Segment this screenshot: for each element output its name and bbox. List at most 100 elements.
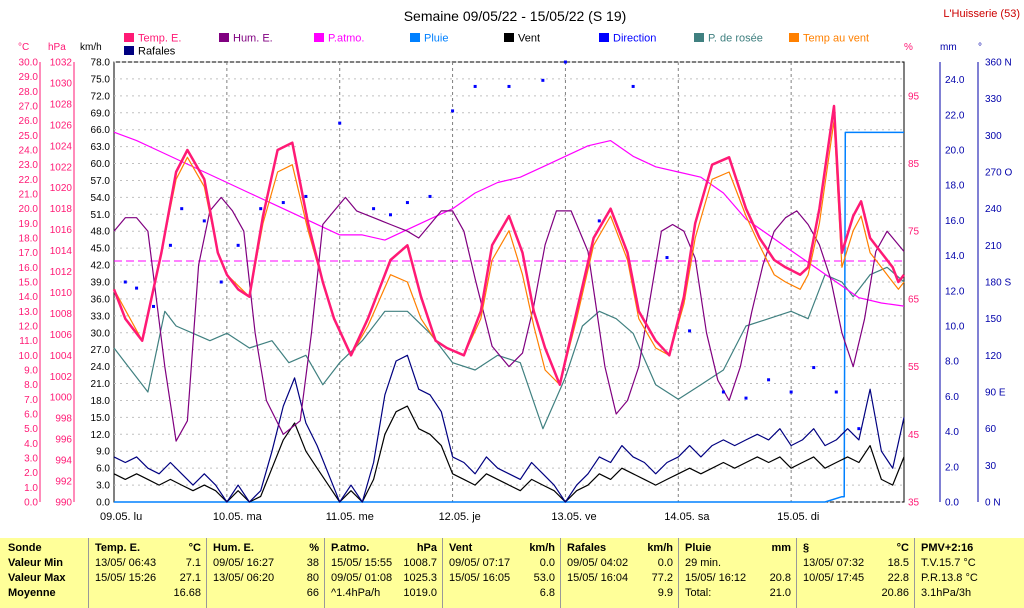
x-tick-label: 13.05. ve [551, 511, 596, 523]
temp-tick-label: 14.0 [19, 292, 39, 303]
temp-unit: °C [188, 542, 201, 554]
row-label-min: Valeur Min [8, 557, 64, 569]
press-min-time: 15/05/ 15:55 [331, 557, 393, 569]
wind-tick-label: 60.0 [91, 159, 111, 170]
dir-axis-unit: ° [978, 42, 982, 53]
direction-point [597, 219, 601, 223]
direction-point [152, 304, 155, 308]
press-min-value: 1008.7 [403, 557, 437, 569]
legend-label-direction: Direction [613, 33, 656, 45]
section-header: § [803, 542, 810, 554]
hum-unit: % [309, 542, 319, 554]
row-label-max: Valeur Max [8, 572, 66, 584]
temp-axis-unit: °C [18, 42, 29, 53]
direction-point [857, 427, 861, 431]
wind-header: Vent [449, 542, 473, 554]
hum-axis-unit: % [904, 42, 913, 53]
temp-tick-label: 1.0 [24, 483, 38, 494]
hum-max-value: 80 [306, 572, 319, 584]
direction-point [473, 84, 477, 88]
temp-tick-label: 24.0 [19, 146, 39, 157]
wind-tick-label: 3.0 [96, 481, 110, 492]
hum-panel: Hum. E.% 09/05/ 16:27 38 13/05/ 06:20 80 6… [206, 538, 325, 608]
wind-tick-label: 63.0 [91, 142, 111, 153]
hum-tick-label: 65 [908, 294, 920, 305]
wind-min-value: 0.0 [539, 557, 555, 569]
temp-panel: Temp. E. °C 13/05/ 06:43 7.1 15/05/ 15:26 2… [88, 538, 207, 608]
wind-tick-label: 33.0 [91, 311, 111, 322]
gust-max-value: 77.2 [651, 572, 673, 584]
wind-unit: km/h [529, 542, 555, 554]
rain-duration: 29 min. [685, 557, 722, 569]
dir-tick-label: 180 S [985, 278, 1011, 289]
section-panel: § °C 13/05/ 07:32 18.5 10/05/ 17:45 22.8 20… [796, 538, 915, 608]
press-tick-label: 1018 [50, 204, 73, 215]
rain-tick-label: 18.0 [945, 181, 965, 192]
temp-tick-label: 20.0 [19, 204, 39, 215]
legend-swatch-rafales [124, 46, 134, 55]
hum-tick-label: 75 [908, 227, 920, 238]
direction-point [767, 378, 771, 382]
temp-max-time: 15/05/ 15:26 [95, 572, 157, 584]
press-max-value: 1025.3 [403, 572, 437, 584]
temp-tick-label: 9.0 [24, 366, 38, 377]
legend-label-pluie: Pluie [424, 33, 448, 45]
pmv-panel: PMV+2:16 T.V.15.7 °C P.R.13.8 °C 3.1hPa/… [914, 538, 1024, 608]
press-tick-label: 992 [55, 477, 72, 488]
direction-point [507, 84, 511, 88]
section-min-value: 18.5 [887, 557, 909, 569]
wind-tick-label: 75.0 [91, 74, 111, 85]
series-hum-e [113, 196, 905, 442]
press-tick-label: 1010 [50, 288, 73, 299]
temp-min-time: 13/05/ 06:43 [95, 557, 157, 569]
dir-tick-label: 360 N [985, 58, 1012, 69]
left-axes: °C hPa km/h 0.0 1.0 2.0 3.0 4.0 5.0 6.0 7.0 8.0 9… [18, 42, 110, 509]
temp-tick-label: 8.0 [24, 380, 38, 391]
wind-tick-label: 36.0 [91, 294, 111, 305]
temp-max-value: 27.1 [179, 572, 201, 584]
press-tick-label: 1000 [50, 393, 73, 404]
direction-point [405, 201, 409, 205]
wind-tick-label: 72.0 [91, 91, 111, 102]
x-tick-label: 15.05. di [777, 511, 819, 523]
temp-tick-label: 3.0 [24, 454, 38, 465]
x-tick-label: 11.05. me [326, 511, 374, 523]
temp-tick-label: 12.0 [19, 322, 39, 333]
hum-avg-value: 66 [306, 587, 319, 599]
direction-point [304, 194, 308, 198]
press-tick-label: 990 [55, 498, 72, 509]
section-avg-value: 20.86 [881, 587, 909, 599]
legend-swatch-p-de-rosee [694, 33, 704, 42]
direction-point [789, 390, 793, 394]
x-tick-label: 14.05. sa [664, 511, 710, 523]
gust-unit: km/h [647, 542, 673, 554]
direction-point [180, 207, 184, 211]
rain-max-time: 15/05/ 16:12 [685, 572, 747, 584]
hum-min-time: 09/05/ 16:27 [213, 557, 275, 569]
press-avg-value: 1019.0 [403, 587, 437, 599]
wind-tick-label: 27.0 [91, 345, 111, 356]
wind-panel: Vent km/h 09/05/ 07:17 0.0 15/05/ 16:05 53.… [442, 538, 561, 608]
direction-point [168, 243, 172, 247]
press-tick-label: 1024 [50, 141, 73, 152]
wind-tick-label: 24.0 [91, 362, 111, 373]
temp-tick-label: 25.0 [19, 131, 39, 142]
direction-point [721, 390, 725, 394]
temp-tick-label: 30.0 [19, 58, 39, 69]
direction-point [688, 329, 692, 333]
legend-swatch-temp-e [124, 33, 134, 42]
plot-area [113, 61, 905, 503]
pmv-header: PMV+2:16 [921, 542, 974, 554]
direction-point [219, 280, 223, 284]
legend-label-hum-e: Hum. E. [233, 33, 273, 45]
hum-tick-label: 95 [908, 91, 920, 102]
legend-label-p-de-rosee: P. de rosée [708, 33, 763, 45]
hum-header: Hum. E. [213, 542, 254, 554]
direction-point [665, 256, 669, 260]
legend-label-p-atmo: P.atmo. [328, 33, 365, 45]
press-tick-label: 1012 [50, 267, 73, 278]
hum-tick-label: 85 [908, 159, 920, 170]
temp-min-value: 7.1 [185, 557, 201, 569]
series-temp-e [112, 104, 905, 386]
temp-tick-label: 21.0 [19, 190, 39, 201]
